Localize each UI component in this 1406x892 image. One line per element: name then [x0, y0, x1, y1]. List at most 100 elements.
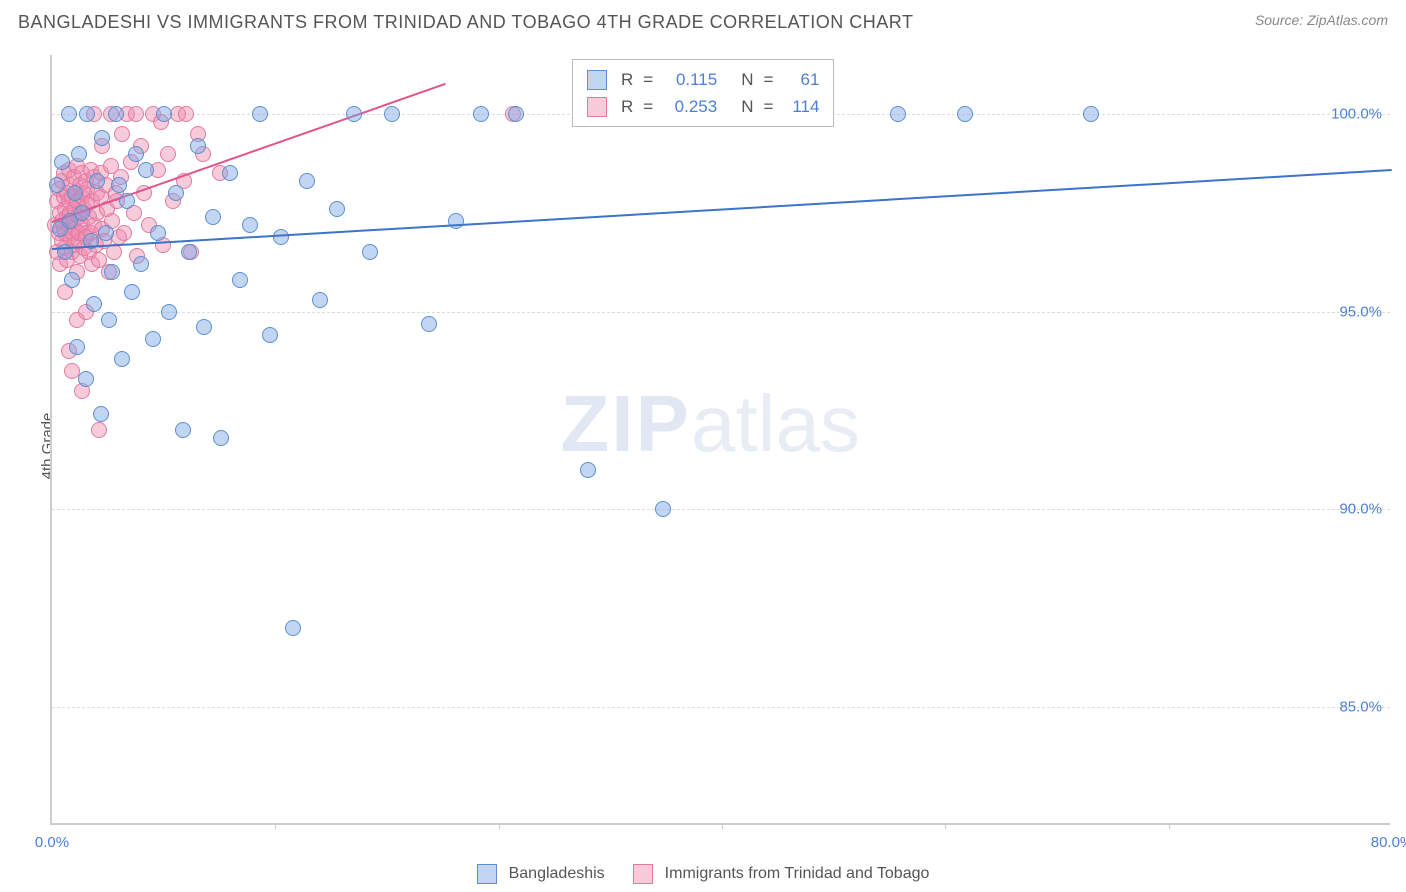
stats-N-label: N: [741, 93, 753, 120]
marker-pink: [91, 422, 107, 438]
chart-title: BANGLADESHI VS IMMIGRANTS FROM TRINIDAD …: [18, 12, 913, 33]
marker-blue: [890, 106, 906, 122]
marker-blue: [128, 146, 144, 162]
source-label: Source:: [1255, 12, 1307, 28]
marker-blue: [957, 106, 973, 122]
bottom-legend: Bangladeshis Immigrants from Trinidad an…: [0, 864, 1406, 884]
watermark-zip: ZIP: [560, 379, 690, 468]
marker-blue: [98, 225, 114, 241]
stats-swatch-pink: [587, 97, 607, 117]
marker-blue: [67, 185, 83, 201]
marker-blue: [346, 106, 362, 122]
marker-blue: [89, 173, 105, 189]
marker-blue: [190, 138, 206, 154]
marker-blue: [69, 339, 85, 355]
stats-R-value-pink: 0.253: [663, 93, 717, 120]
marker-blue: [145, 331, 161, 347]
marker-pink: [160, 146, 176, 162]
source-attribution: Source: ZipAtlas.com: [1255, 12, 1388, 28]
marker-blue: [104, 264, 120, 280]
marker-blue: [161, 304, 177, 320]
marker-blue: [108, 106, 124, 122]
x-tick-label: 0.0%: [35, 834, 69, 851]
marker-blue: [252, 106, 268, 122]
marker-blue: [114, 351, 130, 367]
gridline-horizontal: [52, 509, 1390, 510]
marker-blue: [119, 193, 135, 209]
legend-label-blue: Bangladeshis: [509, 865, 605, 883]
marker-blue: [299, 173, 315, 189]
marker-pink: [114, 126, 130, 142]
marker-blue: [79, 106, 95, 122]
legend-swatch-pink: [633, 864, 653, 884]
marker-blue: [329, 201, 345, 217]
stats-row-blue: R = 0.115 N = 61: [587, 66, 819, 93]
stats-swatch-blue: [587, 70, 607, 90]
watermark-atlas: atlas: [691, 379, 860, 468]
x-tick-mark: [499, 823, 500, 829]
x-tick-mark: [722, 823, 723, 829]
stats-box: R = 0.115 N = 61 R = 0.253 N = 114: [572, 59, 834, 127]
stats-eq: =: [764, 93, 774, 120]
gridline-horizontal: [52, 312, 1390, 313]
marker-blue: [150, 225, 166, 241]
marker-blue: [508, 106, 524, 122]
stats-R-value-blue: 0.115: [663, 66, 717, 93]
marker-blue: [175, 422, 191, 438]
marker-blue: [213, 430, 229, 446]
plot-area: ZIPatlas 85.0%90.0%95.0%100.0%0.0%80.0%R…: [50, 55, 1390, 825]
watermark: ZIPatlas: [560, 378, 859, 470]
marker-blue: [71, 146, 87, 162]
stats-R-label: R: [621, 66, 633, 93]
marker-blue: [86, 296, 102, 312]
stats-N-value-pink: 114: [783, 93, 819, 120]
stats-N-value-blue: 61: [783, 66, 819, 93]
marker-blue: [94, 130, 110, 146]
stats-row-pink: R = 0.253 N = 114: [587, 93, 819, 120]
marker-blue: [262, 327, 278, 343]
x-tick-mark: [1169, 823, 1170, 829]
marker-blue: [74, 205, 90, 221]
marker-blue: [232, 272, 248, 288]
marker-blue: [205, 209, 221, 225]
marker-pink: [106, 244, 122, 260]
trend-line-pink: [52, 83, 446, 223]
marker-pink: [178, 106, 194, 122]
marker-blue: [312, 292, 328, 308]
x-tick-mark: [275, 823, 276, 829]
marker-blue: [78, 371, 94, 387]
marker-blue: [1083, 106, 1099, 122]
stats-R-label: R: [621, 93, 633, 120]
marker-blue: [138, 162, 154, 178]
stats-eq: =: [764, 66, 774, 93]
marker-blue: [49, 177, 65, 193]
y-tick-label: 85.0%: [1339, 698, 1382, 715]
gridline-horizontal: [52, 707, 1390, 708]
marker-blue: [168, 185, 184, 201]
trend-line-blue: [52, 170, 1392, 251]
y-tick-label: 100.0%: [1331, 106, 1382, 123]
legend-item-pink: Immigrants from Trinidad and Tobago: [633, 864, 930, 884]
stats-eq: =: [643, 93, 653, 120]
legend-label-pink: Immigrants from Trinidad and Tobago: [665, 865, 930, 883]
marker-blue: [222, 165, 238, 181]
marker-blue: [54, 154, 70, 170]
x-tick-label: 80.0%: [1371, 834, 1406, 851]
marker-blue: [362, 244, 378, 260]
marker-blue: [181, 244, 197, 260]
y-tick-label: 90.0%: [1339, 501, 1382, 518]
legend-swatch-blue: [477, 864, 497, 884]
y-tick-label: 95.0%: [1339, 303, 1382, 320]
marker-blue: [156, 106, 172, 122]
marker-blue: [655, 501, 671, 517]
marker-blue: [61, 106, 77, 122]
stats-eq: =: [643, 66, 653, 93]
marker-blue: [93, 406, 109, 422]
legend-item-blue: Bangladeshis: [477, 864, 605, 884]
stats-N-label: N: [741, 66, 753, 93]
chart-header: BANGLADESHI VS IMMIGRANTS FROM TRINIDAD …: [0, 0, 1406, 48]
source-name: ZipAtlas.com: [1307, 12, 1388, 28]
marker-blue: [64, 272, 80, 288]
marker-blue: [111, 177, 127, 193]
marker-pink: [116, 225, 132, 241]
